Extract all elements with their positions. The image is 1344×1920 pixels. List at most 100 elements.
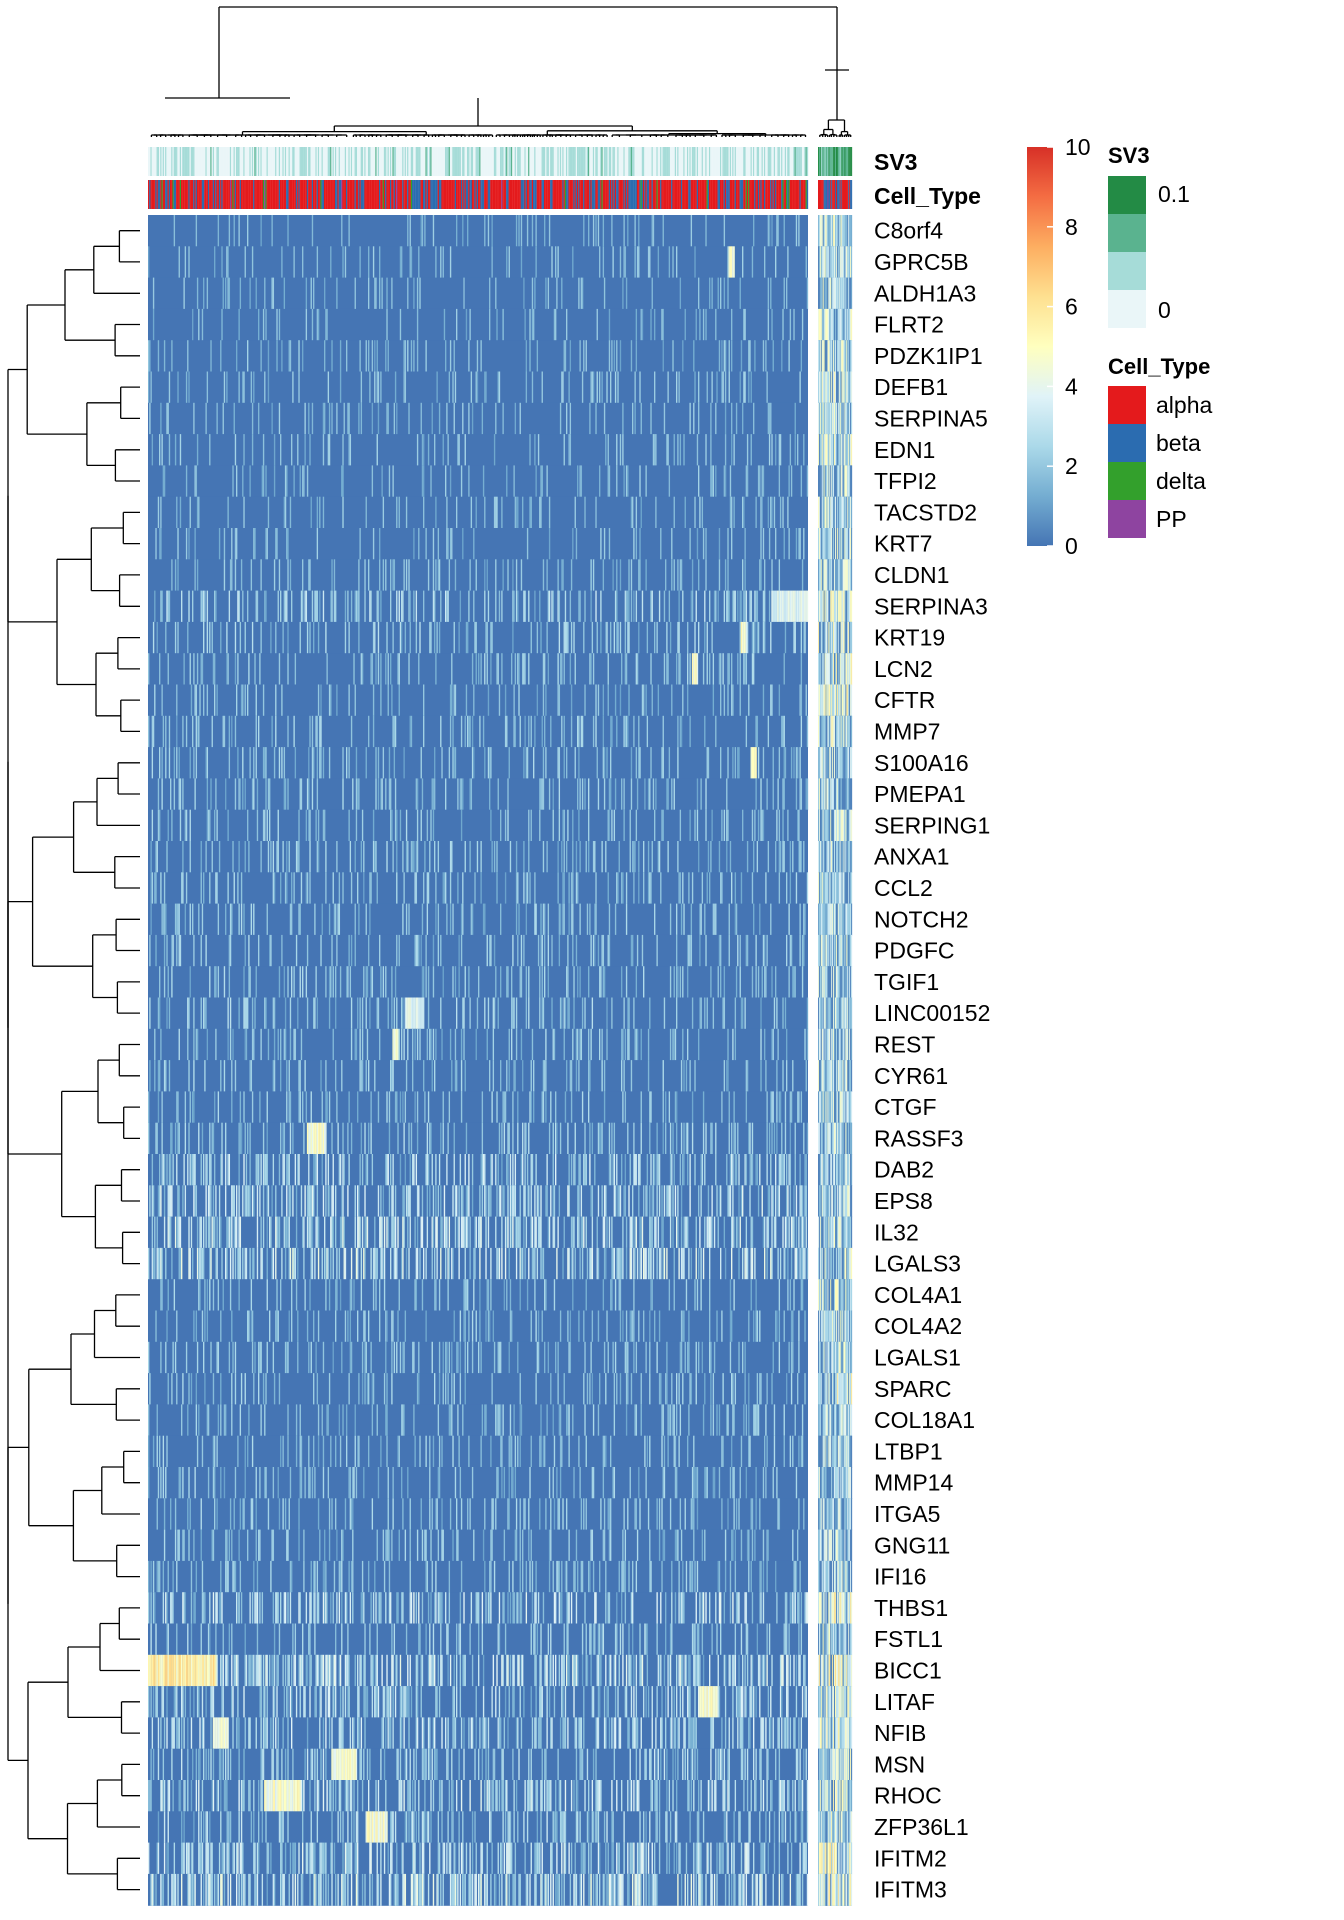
heatmap-cell: [845, 778, 847, 811]
cell-type-cell: [778, 180, 781, 209]
heatmap-cell: [705, 215, 707, 247]
heatmap-cell: [693, 653, 695, 686]
heatmap-cell: [278, 747, 281, 779]
sv3-cell: [159, 147, 161, 176]
sv3-cell: [355, 147, 358, 176]
cell-type-cell: [837, 180, 839, 209]
sv3-cell: [563, 147, 565, 176]
heatmap-cell: [822, 215, 824, 247]
sv3-cell: [194, 147, 196, 176]
heatmap-cell: [590, 371, 592, 404]
heatmap-cell: [238, 778, 240, 811]
heatmap-cell: [300, 590, 303, 623]
heatmap-cell: [851, 402, 853, 435]
heatmap-cell: [563, 903, 565, 936]
cell-type-cell: [783, 180, 785, 209]
heatmap-cell: [657, 684, 660, 717]
cell-type-cell: [726, 180, 728, 209]
heatmap-cell: [793, 747, 795, 779]
heatmap-cell: [753, 903, 755, 936]
heatmap-cell: [370, 653, 372, 686]
heatmap-cell: [727, 559, 729, 592]
heatmap-cell: [449, 465, 452, 498]
heatmap-cell: [753, 621, 755, 654]
heatmap-cell: [299, 465, 301, 498]
heatmap-cell: [320, 747, 322, 779]
cell-type-cell: [320, 180, 322, 209]
heatmap-cell: [700, 903, 702, 936]
heatmap-cell: [531, 371, 534, 404]
heatmap-cell: [829, 934, 831, 967]
heatmap-cell: [698, 277, 700, 310]
cell-type-cell: [381, 180, 383, 209]
cell-type-cell: [401, 180, 403, 209]
heatmap-cell: [375, 778, 377, 811]
heatmap-cell: [200, 590, 202, 623]
heatmap-cell: [540, 778, 542, 811]
heatmap-cell: [298, 841, 300, 873]
heatmap-cell: [800, 621, 803, 654]
heatmap-cell: [828, 246, 830, 279]
heatmap-cell: [484, 747, 486, 779]
sv3-cell: [212, 147, 215, 176]
heatmap-cell: [194, 465, 196, 498]
heatmap-cell: [825, 653, 827, 686]
cell-type-cell: [563, 180, 565, 209]
heatmap-cell: [835, 277, 837, 310]
heatmap-cell: [818, 903, 820, 936]
heatmap-cell: [452, 747, 454, 779]
cell-type-cell: [594, 180, 596, 209]
heatmap-cell: [457, 872, 459, 905]
cell-type-cell: [535, 180, 537, 209]
cell-type-cell: [824, 180, 826, 209]
heatmap-cell: [833, 559, 835, 592]
heatmap-cell: [473, 590, 475, 623]
cell-type-cell: [409, 180, 411, 209]
heatmap-cell: [832, 434, 834, 466]
heatmap-cell: [485, 371, 487, 404]
cell-type-cell: [556, 180, 558, 209]
heatmap-cell: [768, 215, 771, 247]
cell-type-cell: [508, 180, 510, 209]
sv3-cell: [535, 147, 537, 176]
sv3-cell: [429, 147, 431, 176]
heatmap-cell: [678, 371, 680, 404]
heatmap-cell: [835, 340, 838, 373]
cell-type-cell: [394, 180, 397, 209]
cell-type-cell: [353, 180, 355, 209]
cell-type-cell: [688, 180, 690, 209]
sv3-cell: [273, 147, 276, 176]
sv3-cell: [634, 147, 636, 176]
heatmap-cell: [523, 653, 525, 686]
heatmap-cell: [546, 465, 548, 498]
heatmap-cell: [374, 371, 376, 404]
cell-type-cell: [773, 180, 776, 209]
cell-type-cell: [646, 180, 649, 209]
heatmap-cell: [297, 841, 299, 873]
heatmap-cell: [162, 465, 165, 498]
heatmap-cell: [742, 496, 744, 529]
cell-type-cell: [772, 180, 774, 209]
heatmap-cell: [176, 715, 178, 748]
heatmap-cell: [203, 872, 205, 905]
heatmap-cell: [627, 590, 629, 623]
heatmap-cell: [226, 246, 228, 279]
cell-type-cell: [228, 180, 231, 209]
heatmap-cell: [803, 590, 805, 623]
heatmap-cell: [832, 402, 834, 435]
sv3-cell: [239, 147, 242, 176]
heatmap-cell: [579, 340, 581, 373]
heatmap-cell: [244, 934, 246, 967]
sv3-cell: [442, 147, 444, 176]
heatmap-cell: [404, 371, 407, 404]
heatmap-cell: [851, 872, 853, 905]
heatmap-cell: [829, 653, 831, 686]
heatmap-cell: [772, 590, 774, 623]
heatmap-cell: [848, 371, 850, 404]
heatmap-cell: [484, 371, 486, 404]
heatmap-cell: [545, 277, 547, 310]
heatmap-cell: [849, 621, 851, 654]
heatmap-cell: [412, 841, 414, 873]
heatmap-cell: [831, 715, 833, 748]
heatmap-cell: [309, 621, 311, 654]
